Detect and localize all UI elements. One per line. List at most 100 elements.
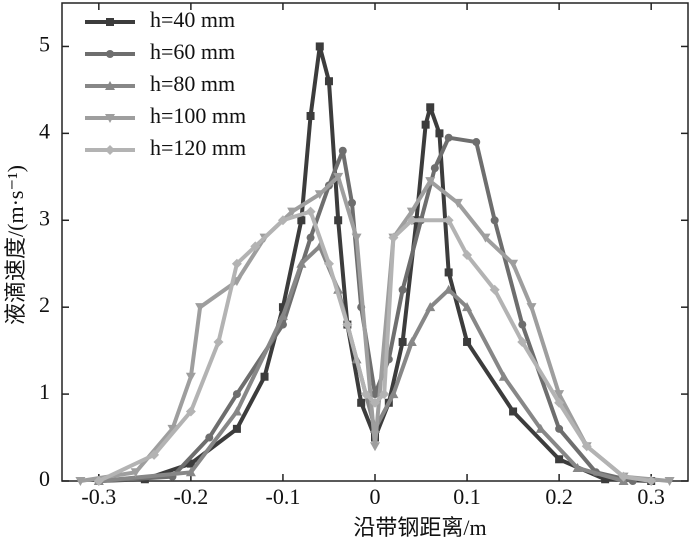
marker xyxy=(379,389,390,400)
marker xyxy=(323,258,334,269)
x-tick-label: 0 xyxy=(370,484,381,509)
marker xyxy=(406,336,417,346)
marker xyxy=(426,103,435,112)
legend-label: h=40 mm xyxy=(150,7,235,32)
x-tick-label: 0.3 xyxy=(637,484,665,509)
marker xyxy=(342,319,353,330)
marker xyxy=(232,390,241,399)
marker xyxy=(105,81,115,90)
x-tick-label: -0.3 xyxy=(81,484,116,509)
marker xyxy=(371,390,379,399)
marker xyxy=(443,284,454,294)
marker xyxy=(314,190,325,200)
marker xyxy=(406,207,417,217)
marker xyxy=(277,310,288,320)
marker xyxy=(75,477,86,486)
marker xyxy=(297,216,306,225)
marker xyxy=(646,476,657,486)
marker xyxy=(462,250,473,261)
marker xyxy=(462,302,473,312)
series xyxy=(93,206,657,486)
marker xyxy=(306,111,315,120)
marker xyxy=(287,207,298,217)
marker xyxy=(480,233,491,243)
marker xyxy=(338,146,347,155)
y-tick-label: 4 xyxy=(39,118,50,143)
marker xyxy=(463,337,472,346)
marker xyxy=(554,397,565,408)
marker xyxy=(398,285,407,294)
x-tick-label: 0.1 xyxy=(453,484,481,509)
marker xyxy=(452,198,463,208)
marker xyxy=(231,406,242,416)
series-line xyxy=(98,135,634,483)
y-tick-label: 1 xyxy=(39,379,50,404)
marker xyxy=(444,133,453,142)
marker xyxy=(517,336,528,347)
marker xyxy=(130,468,141,478)
marker xyxy=(406,215,417,226)
marker xyxy=(185,467,196,477)
marker xyxy=(232,424,241,433)
marker xyxy=(260,372,269,381)
marker xyxy=(333,172,344,182)
marker xyxy=(231,258,242,269)
marker xyxy=(444,268,453,277)
y-tick-label: 5 xyxy=(39,32,50,57)
marker xyxy=(277,215,288,226)
marker xyxy=(535,423,546,433)
marker xyxy=(185,372,196,382)
marker xyxy=(315,42,324,51)
marker xyxy=(213,336,224,347)
marker xyxy=(106,18,114,26)
marker xyxy=(106,50,114,58)
marker xyxy=(205,433,214,442)
marker xyxy=(388,389,399,399)
marker xyxy=(435,129,444,138)
marker xyxy=(664,477,675,486)
marker xyxy=(489,284,500,295)
marker xyxy=(430,164,439,173)
marker xyxy=(195,303,206,313)
marker xyxy=(351,233,362,243)
marker xyxy=(388,232,399,243)
marker xyxy=(472,138,481,147)
marker xyxy=(334,216,343,225)
marker xyxy=(425,177,436,187)
x-tick-label: -0.2 xyxy=(173,484,208,509)
marker xyxy=(347,198,356,207)
series xyxy=(75,172,675,486)
y-axis-label: 液滴速度/(m·s⁻¹) xyxy=(3,165,28,325)
x-tick-label: -0.1 xyxy=(266,484,301,509)
marker xyxy=(572,462,583,472)
legend-label: h=80 mm xyxy=(150,71,235,96)
marker xyxy=(554,390,565,400)
series xyxy=(93,241,629,485)
y-tick-label: 3 xyxy=(39,205,50,230)
marker xyxy=(508,259,519,269)
marker xyxy=(398,337,407,346)
marker xyxy=(509,407,518,416)
marker xyxy=(526,303,537,313)
marker xyxy=(443,215,454,226)
series-line xyxy=(98,44,652,483)
marker xyxy=(105,114,115,123)
marker xyxy=(370,442,380,452)
marker xyxy=(167,424,178,434)
y-tick-label: 0 xyxy=(39,466,50,491)
marker xyxy=(105,145,115,155)
marker xyxy=(490,216,499,225)
marker xyxy=(186,459,195,468)
legend-label: h=60 mm xyxy=(150,39,235,64)
marker xyxy=(618,471,629,482)
marker xyxy=(296,258,307,268)
marker xyxy=(250,241,261,252)
marker xyxy=(278,303,287,312)
marker xyxy=(555,424,564,433)
marker xyxy=(360,389,371,400)
x-axis-label: 沿带钢距离/m xyxy=(353,515,486,540)
legend-label: h=100 mm xyxy=(150,103,246,128)
legend-label: h=120 mm xyxy=(150,135,246,160)
